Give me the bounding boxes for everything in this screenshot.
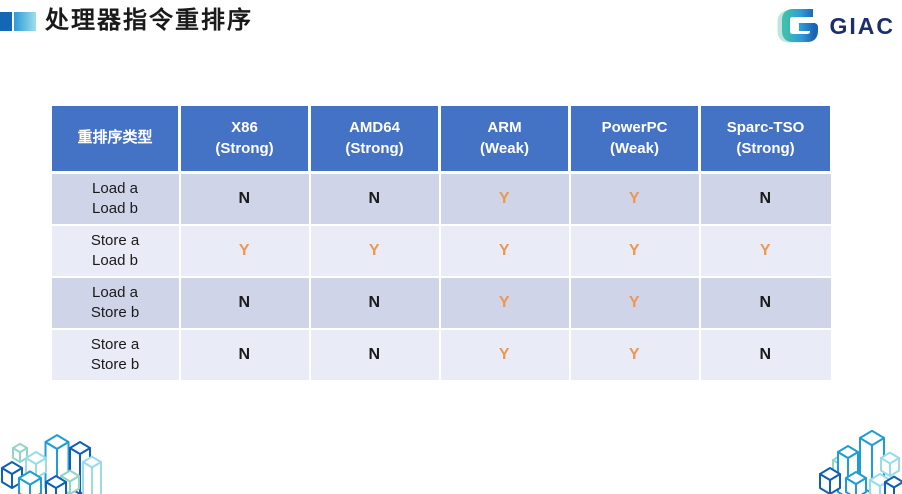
title-accent-square-gradient — [14, 11, 36, 31]
cell-value: Y — [438, 171, 571, 226]
column-header: 重排序类型 — [49, 103, 181, 174]
table-row: Store a Load b Y Y Y Y Y — [49, 224, 833, 278]
giac-logo-mark-icon — [777, 9, 818, 43]
cell-value: N — [178, 328, 311, 382]
giac-logo-text: GIAC — [829, 12, 895, 39]
cell-value: Y — [438, 276, 571, 330]
cell-value: N — [308, 276, 441, 330]
column-header: X86 (Strong) — [178, 103, 311, 174]
column-header: Sparc-TSO (Strong) — [698, 103, 833, 174]
cell-value: N — [178, 171, 311, 226]
cell-value: Y — [568, 224, 701, 278]
row-label: Store a Load b — [49, 224, 181, 278]
cell-value: Y — [178, 224, 311, 278]
cell-value: N — [308, 328, 441, 382]
cell-value: Y — [438, 328, 571, 382]
cell-value: N — [698, 171, 833, 226]
slide-title-block: 处理器指令重排序 — [0, 5, 253, 37]
column-header: AMD64 (Strong) — [308, 103, 441, 174]
row-label: Load a Store b — [49, 276, 181, 330]
cell-value: Y — [568, 276, 701, 330]
title-accent-square-dark — [0, 11, 12, 31]
cell-value: Y — [568, 171, 701, 226]
row-label: Load a Load b — [49, 171, 181, 226]
reorder-table: 重排序类型 X86 (Strong) AMD64 (Strong) ARM (W… — [49, 103, 833, 382]
column-header: ARM (Weak) — [438, 103, 571, 174]
isometric-buildings-icon — [1, 433, 102, 494]
column-header: PowerPC (Weak) — [568, 103, 701, 174]
cell-value: Y — [308, 224, 441, 278]
cell-value: Y — [698, 224, 833, 278]
cell-value: N — [308, 171, 441, 226]
cell-value: N — [698, 276, 833, 330]
cell-value: N — [178, 276, 311, 330]
isometric-buildings-icon — [819, 430, 902, 494]
giac-logo: GIAC — [776, 4, 896, 48]
table-header-row: 重排序类型 X86 (Strong) AMD64 (Strong) ARM (W… — [49, 103, 833, 174]
page-title: 处理器指令重排序 — [45, 7, 253, 34]
cell-value: N — [698, 328, 833, 382]
cell-value: Y — [438, 224, 571, 278]
table-row: Load a Store b N N Y Y N — [49, 276, 833, 330]
table-row: Load a Load b N N Y Y N — [49, 171, 833, 226]
row-label: Store a Store b — [49, 328, 181, 382]
cell-value: Y — [568, 328, 701, 382]
table-row: Store a Store b N N Y Y N — [49, 328, 833, 382]
